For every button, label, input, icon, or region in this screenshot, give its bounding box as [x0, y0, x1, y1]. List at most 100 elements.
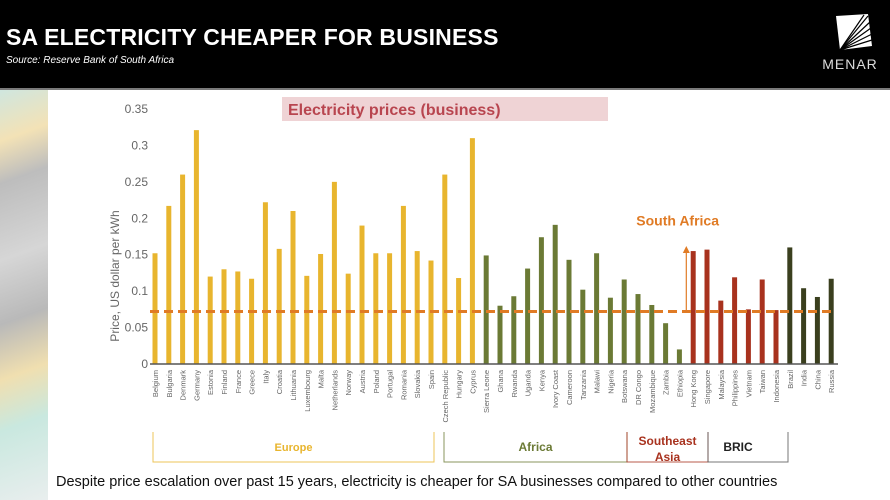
bar-botswana — [621, 279, 627, 364]
bar-denmark — [180, 174, 186, 364]
bar-hong-kong — [690, 251, 696, 364]
bar-philippines — [732, 277, 738, 364]
chart-title: Electricity prices (business) — [288, 102, 501, 119]
x-tick-label: Tanzania — [579, 369, 588, 400]
bar-malaysia — [718, 300, 724, 364]
x-tick-label: Bulgaria — [165, 369, 174, 397]
y-tick-label: 0.2 — [131, 211, 148, 225]
x-tick-label: Rwanda — [510, 369, 519, 397]
south-africa-label: South Africa — [636, 213, 719, 229]
y-tick-label: 0.25 — [125, 175, 149, 189]
x-tick-label: Indonesia — [772, 369, 781, 402]
x-tick-label: Poland — [372, 370, 381, 393]
group-label: Europe — [275, 442, 313, 454]
bar-singapore — [704, 249, 710, 364]
bar-indonesia — [773, 310, 779, 364]
x-tick-label: Netherlands — [330, 370, 339, 411]
group-label: Asia — [655, 450, 681, 464]
bar-lithuania — [290, 211, 296, 364]
bar-hungary — [456, 278, 462, 364]
x-tick-label: Malawi — [593, 370, 602, 394]
x-tick-label: Luxembourg — [303, 370, 312, 412]
bar-uganda — [525, 268, 531, 364]
bar-taiwan — [759, 279, 765, 364]
x-tick-label: Zambia — [662, 369, 671, 395]
group-bracket-bric — [707, 432, 789, 463]
x-tick-label: Belgium — [151, 370, 160, 397]
x-tick-label: Lithuania — [289, 369, 298, 400]
x-tick-label: Denmark — [179, 370, 188, 401]
x-tick-label: Croatia — [275, 369, 284, 394]
bar-ghana — [497, 305, 503, 364]
x-tick-label: Uganda — [524, 369, 533, 396]
x-tick-label: Russia — [827, 369, 836, 393]
x-tick-label: France — [234, 370, 243, 393]
bar-germany — [193, 130, 199, 364]
x-tick-label: Ivory Coast — [551, 369, 560, 408]
bar-malawi — [594, 253, 600, 364]
bar-greece — [249, 278, 255, 364]
x-tick-label: Philippines — [731, 370, 740, 407]
chart-title-banner — [282, 97, 608, 121]
x-tick-label: Ghana — [496, 369, 505, 392]
bar-china — [814, 296, 820, 364]
x-tick-label: Hungary — [455, 370, 464, 399]
x-tick-label: Vietnam — [744, 370, 753, 397]
bar-estonia — [207, 276, 213, 364]
x-tick-label: Romania — [399, 369, 408, 400]
bar-austria — [359, 225, 365, 364]
x-tick-label: Estonia — [206, 369, 215, 395]
bar-india — [801, 288, 807, 364]
source-note: Source: Reserve Bank of South Africa — [6, 55, 175, 66]
header-bar: SA ELECTRICITY CHEAPER FOR BUSINESS Sour… — [0, 0, 890, 88]
group-label: Southeast — [638, 434, 696, 448]
x-tick-label: Cyprus — [468, 370, 477, 394]
bar-vietnam — [745, 309, 751, 364]
bar-mozambique — [649, 304, 655, 364]
bar-malta — [318, 253, 324, 364]
bar-brazil — [787, 247, 793, 364]
x-tick-label: Malaysia — [717, 369, 726, 399]
y-tick-label: 0 — [141, 357, 148, 371]
y-tick-label: 0.05 — [125, 321, 149, 335]
bar-italy — [262, 202, 268, 364]
x-tick-label: Botswana — [620, 369, 629, 403]
bar-zambia — [663, 323, 669, 364]
x-tick-label: Spain — [427, 370, 436, 389]
decorative-flag-background — [0, 90, 48, 500]
bar-finland — [221, 269, 227, 364]
x-tick-label: India — [800, 369, 809, 386]
y-axis-label: Price, US dollar per kWh — [108, 210, 122, 341]
bar-slovakia — [414, 251, 420, 364]
x-tick-label: Greece — [248, 370, 257, 395]
x-tick-label: Portugal — [386, 370, 395, 398]
y-tick-label: 0.1 — [131, 284, 148, 298]
x-tick-label: Finland — [220, 370, 229, 395]
page-title: SA ELECTRICITY CHEAPER FOR BUSINESS — [6, 24, 499, 50]
x-tick-label: Nigeria — [606, 369, 615, 394]
x-tick-label: Brazil — [786, 370, 795, 389]
x-tick-label: Slovakia — [413, 369, 422, 398]
bar-netherlands — [331, 181, 337, 364]
x-tick-label: DR Congo — [634, 370, 643, 405]
group-label: BRIC — [723, 440, 753, 454]
bar-luxembourg — [304, 275, 310, 364]
arrow-head-icon — [682, 245, 690, 253]
bar-russia — [828, 278, 834, 364]
bar-czech-republic — [442, 174, 448, 364]
bar-norway — [345, 273, 351, 364]
bar-sierra-leone — [483, 255, 489, 364]
x-tick-label: Czech Republic — [441, 370, 450, 423]
x-tick-label: Cameroon — [565, 370, 574, 405]
x-tick-label: Ethiopia — [675, 369, 684, 397]
bar-ivory-coast — [552, 224, 558, 364]
x-tick-label: Sierra Leone — [482, 370, 491, 413]
bar-cyprus — [469, 138, 475, 364]
x-tick-label: Germany — [192, 370, 201, 401]
footer-caption: Despite price escalation over past 15 ye… — [56, 474, 778, 490]
bar-romania — [400, 205, 406, 364]
x-tick-label: Malta — [317, 369, 326, 388]
x-tick-label: Italy — [261, 370, 270, 384]
y-tick-label: 0.3 — [131, 138, 148, 152]
bar-bulgaria — [166, 205, 172, 364]
